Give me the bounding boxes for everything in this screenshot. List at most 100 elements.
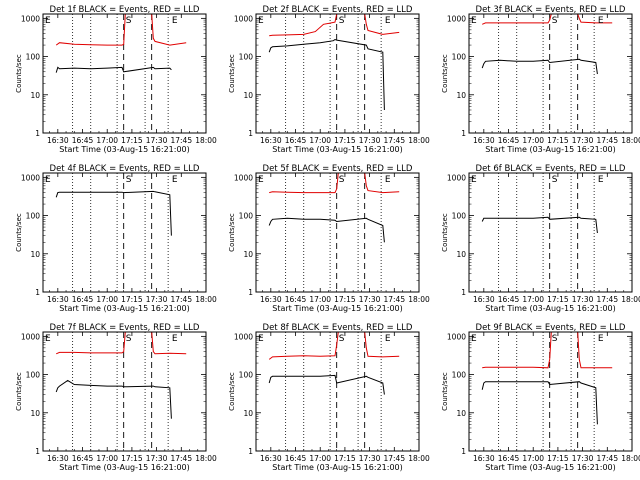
- marker-letter: E: [385, 16, 391, 26]
- x-axis-label: Start Time (03-Aug-15 16:21:00): [485, 145, 616, 154]
- y-tick-label: 100: [239, 53, 254, 62]
- y-tick-label: 1: [461, 288, 466, 297]
- x-axis-label: Start Time (03-Aug-15 16:21:00): [272, 463, 403, 472]
- x-tick-label: 17:15: [334, 136, 356, 145]
- events-series-line: [481, 58, 598, 75]
- panel-title: Det 5f BLACK = Events, RED = LLD: [263, 164, 413, 174]
- y-axis-label: Counts/sec: [228, 372, 236, 411]
- x-tick-label: 16:45: [498, 136, 520, 145]
- y-axis-label: Counts/sec: [15, 372, 23, 411]
- y-tick-label: 1: [35, 288, 40, 297]
- events-series-line: [268, 38, 385, 111]
- x-tick-label: 16:45: [72, 454, 94, 463]
- marker-letter: S: [552, 16, 558, 26]
- x-tick-label: 16:30: [260, 454, 282, 463]
- x-tick-label: 16:30: [473, 136, 495, 145]
- plot-frame: [468, 13, 633, 134]
- x-tick-label: 17:15: [121, 454, 143, 463]
- x-axis-label: Start Time (03-Aug-15 16:21:00): [59, 463, 190, 472]
- marker-letter: S: [552, 334, 558, 344]
- marker-letter: E: [598, 16, 604, 26]
- plot-frame: [468, 172, 633, 293]
- y-tick-label: 10: [30, 250, 40, 259]
- x-tick-label: 17:45: [596, 454, 618, 463]
- y-tick-label: 1: [35, 447, 40, 456]
- x-tick-label: 17:45: [596, 136, 618, 145]
- lld-series-line: [269, 172, 400, 194]
- x-tick-label: 18:00: [621, 136, 640, 145]
- y-tick-label: 100: [452, 212, 467, 221]
- x-tick-label: 18:00: [195, 136, 217, 145]
- y-axis-label: Counts/sec: [441, 372, 449, 411]
- x-tick-label: 17:45: [170, 136, 192, 145]
- x-tick-label: 17:00: [309, 136, 331, 145]
- events-series-line: [55, 190, 172, 236]
- marker-letter: E: [172, 334, 178, 344]
- events-series-line: [268, 217, 385, 243]
- marker-letter: E: [471, 175, 477, 185]
- x-tick-label: 17:15: [547, 454, 569, 463]
- x-tick-label: 16:30: [47, 454, 69, 463]
- plot-frame: [42, 331, 207, 452]
- y-tick-label: 1: [35, 129, 40, 138]
- x-tick-label: 17:00: [309, 295, 331, 304]
- x-tick-label: 17:00: [522, 295, 544, 304]
- x-tick-label: 16:45: [285, 454, 307, 463]
- y-axis-label: Counts/sec: [15, 213, 23, 252]
- x-tick-label: 17:45: [383, 295, 405, 304]
- x-axis-label: Start Time (03-Aug-15 16:21:00): [485, 304, 616, 313]
- x-tick-label: 18:00: [195, 454, 217, 463]
- y-tick-label: 1000: [21, 173, 40, 182]
- marker-letter: E: [385, 334, 391, 344]
- lld-series-line: [268, 331, 400, 360]
- x-axis-label: Start Time (03-Aug-15 16:21:00): [59, 145, 190, 154]
- y-tick-label: 1000: [234, 14, 253, 23]
- marker-letter: S: [552, 175, 558, 185]
- marker-letter: E: [598, 334, 604, 344]
- y-tick-label: 100: [239, 371, 254, 380]
- x-tick-label: 16:45: [285, 136, 307, 145]
- y-axis-label: Counts/sec: [441, 213, 449, 252]
- y-tick-label: 1: [248, 129, 253, 138]
- x-tick-label: 17:00: [96, 136, 118, 145]
- marker-letter: S: [339, 175, 345, 185]
- marker-letter: E: [172, 175, 178, 185]
- y-tick-label: 1000: [447, 332, 466, 341]
- marker-letter: S: [126, 16, 132, 26]
- y-tick-label: 10: [243, 250, 253, 259]
- panel-title: Det 3f BLACK = Events, RED = LLD: [476, 5, 626, 15]
- x-tick-label: 17:30: [572, 136, 594, 145]
- y-tick-label: 1000: [234, 332, 253, 341]
- x-tick-label: 16:45: [72, 136, 94, 145]
- events-series-line: [268, 374, 385, 395]
- x-axis-label: Start Time (03-Aug-15 16:21:00): [272, 145, 403, 154]
- marker-letter: S: [339, 16, 345, 26]
- y-tick-label: 100: [26, 371, 41, 380]
- x-tick-label: 17:00: [309, 454, 331, 463]
- x-tick-label: 16:45: [72, 295, 94, 304]
- marker-letter: S: [126, 175, 132, 185]
- y-tick-label: 10: [30, 409, 40, 418]
- y-axis-label: Counts/sec: [441, 54, 449, 93]
- x-axis-label: Start Time (03-Aug-15 16:21:00): [272, 304, 403, 313]
- y-tick-label: 10: [456, 250, 466, 259]
- plot-frame: [255, 13, 420, 134]
- plot-frame: [42, 172, 207, 293]
- panel-title: Det 7f BLACK = Events, RED = LLD: [50, 323, 200, 333]
- y-tick-label: 100: [452, 371, 467, 380]
- x-tick-label: 17:15: [121, 136, 143, 145]
- plot-frame: [468, 331, 633, 452]
- x-tick-label: 17:30: [359, 454, 381, 463]
- x-tick-label: 18:00: [408, 295, 430, 304]
- x-tick-label: 17:45: [170, 454, 192, 463]
- events-series-line: [481, 216, 598, 234]
- x-axis-label: Start Time (03-Aug-15 16:21:00): [485, 463, 616, 472]
- panel-title: Det 8f BLACK = Events, RED = LLD: [263, 323, 413, 333]
- y-tick-label: 10: [243, 409, 253, 418]
